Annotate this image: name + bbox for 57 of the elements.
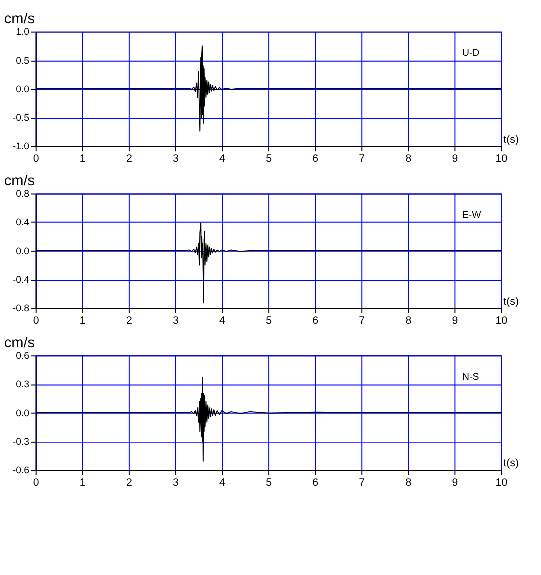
- x-tick-label: 1: [80, 477, 86, 490]
- x-tick-label: 8: [406, 153, 412, 166]
- x-tick-label: 9: [452, 153, 458, 166]
- x-tick-label: 10: [496, 477, 508, 490]
- y-tick-label: -0.3: [12, 436, 30, 448]
- x-tick-label: 6: [312, 315, 319, 328]
- y-tick-label: 0.0: [16, 84, 30, 96]
- y-axis-title: cm/s: [4, 12, 36, 28]
- x-tick-label: 5: [266, 153, 272, 166]
- x-axis-title: t(s): [504, 296, 520, 308]
- x-tick-label: 8: [406, 477, 412, 490]
- x-tick-label: 4: [220, 477, 226, 490]
- annotation: E-W: [462, 210, 482, 221]
- x-tick-label: 3: [173, 153, 179, 166]
- x-tick-label: 0: [33, 315, 40, 328]
- x-tick-label: 1: [80, 153, 86, 166]
- y-tick-label: -0.8: [12, 304, 30, 315]
- x-axis-title: t(s): [504, 134, 520, 146]
- x-tick-label: 2: [126, 153, 132, 166]
- y-tick-label: 0.5: [16, 56, 30, 67]
- y-tick-label: -0.6: [12, 465, 30, 476]
- y-tick-label: 0.0: [16, 408, 30, 420]
- x-tick-label: 5: [266, 315, 272, 328]
- y-tick-label: 1.0: [16, 27, 30, 38]
- y-tick-label: 0.0: [16, 246, 30, 258]
- x-axis-title: t(s): [504, 458, 520, 470]
- x-tick-label: 5: [266, 477, 272, 490]
- x-tick-label: 4: [220, 153, 226, 166]
- x-tick-label: 9: [452, 315, 458, 328]
- x-tick-label: 10: [496, 153, 508, 166]
- x-tick-label: 0: [33, 153, 40, 166]
- y-tick-label: 0.6: [16, 351, 30, 362]
- x-tick-label: 10: [496, 315, 508, 328]
- x-tick-label: 0: [33, 477, 40, 490]
- y-tick-label: -0.4: [12, 274, 30, 286]
- x-tick-label: 2: [126, 477, 132, 490]
- x-tick-label: 8: [406, 315, 412, 328]
- x-tick-label: 1: [80, 315, 86, 328]
- annotation: N-S: [462, 372, 480, 383]
- x-tick-label: 7: [359, 477, 366, 490]
- y-tick-label: 0.4: [16, 218, 30, 229]
- y-tick-label: -1.0: [12, 142, 30, 153]
- y-axis-title: cm/s: [4, 335, 36, 352]
- x-tick-label: 7: [359, 315, 366, 328]
- x-tick-label: 7: [359, 153, 366, 166]
- x-tick-label: 4: [220, 315, 226, 328]
- y-tick-label: 0.8: [16, 189, 30, 200]
- x-tick-label: 2: [126, 315, 132, 328]
- y-tick-label: -0.5: [12, 113, 30, 124]
- x-tick-label: 6: [312, 477, 319, 490]
- y-axis-title: cm/s: [4, 174, 36, 190]
- x-tick-label: 3: [173, 315, 179, 328]
- y-tick-label: 0.3: [16, 380, 30, 391]
- annotation: U-D: [462, 48, 480, 60]
- x-tick-label: 9: [452, 477, 458, 490]
- x-tick-label: 6: [312, 153, 319, 166]
- x-tick-label: 3: [173, 477, 179, 490]
